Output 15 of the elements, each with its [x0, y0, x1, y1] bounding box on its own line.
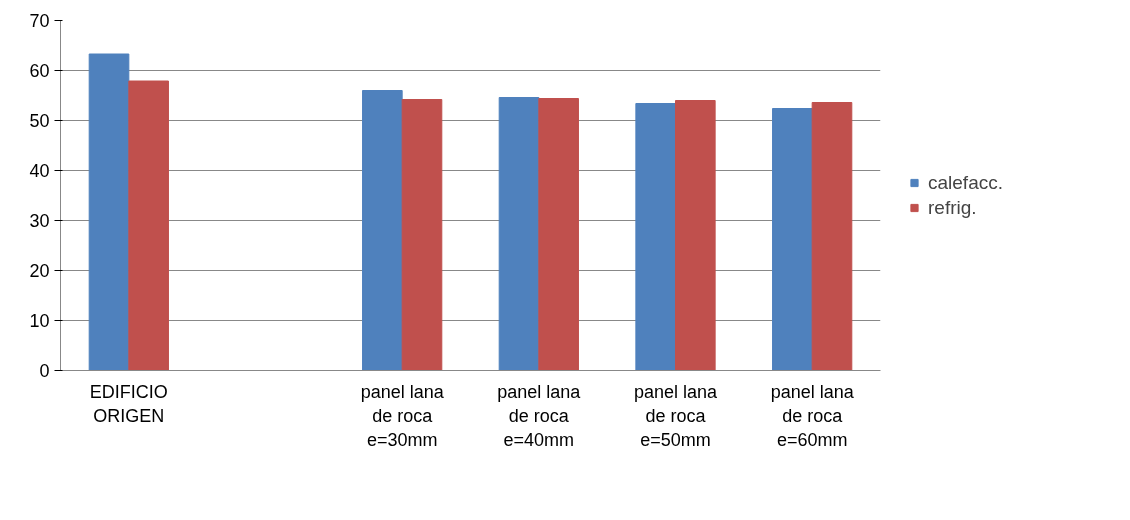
x-tick-label: panel lana de roca e=50mm	[633, 381, 719, 450]
y-tick-label: 40	[29, 161, 50, 181]
y-tick-label: 0	[39, 361, 50, 381]
legend-label: calefacc.	[928, 171, 1003, 194]
x-tick-label: EDIFICIO ORIGEN	[89, 381, 168, 426]
x-tick-label: panel lana de roca e=40mm	[497, 381, 582, 450]
x-tick-label: panel lana de roca e=30mm	[360, 381, 445, 450]
y-tick-label: 20	[29, 261, 50, 281]
legend-label: refrig.	[928, 196, 977, 219]
y-tick-label: 10	[29, 311, 50, 331]
y-tick-label: 30	[29, 211, 50, 231]
x-tick-label: panel lana de roca e=60mm	[770, 381, 855, 450]
y-tick-label: 60	[29, 61, 50, 81]
y-tick-label: 70	[29, 11, 50, 31]
y-tick-label: 50	[29, 111, 50, 131]
